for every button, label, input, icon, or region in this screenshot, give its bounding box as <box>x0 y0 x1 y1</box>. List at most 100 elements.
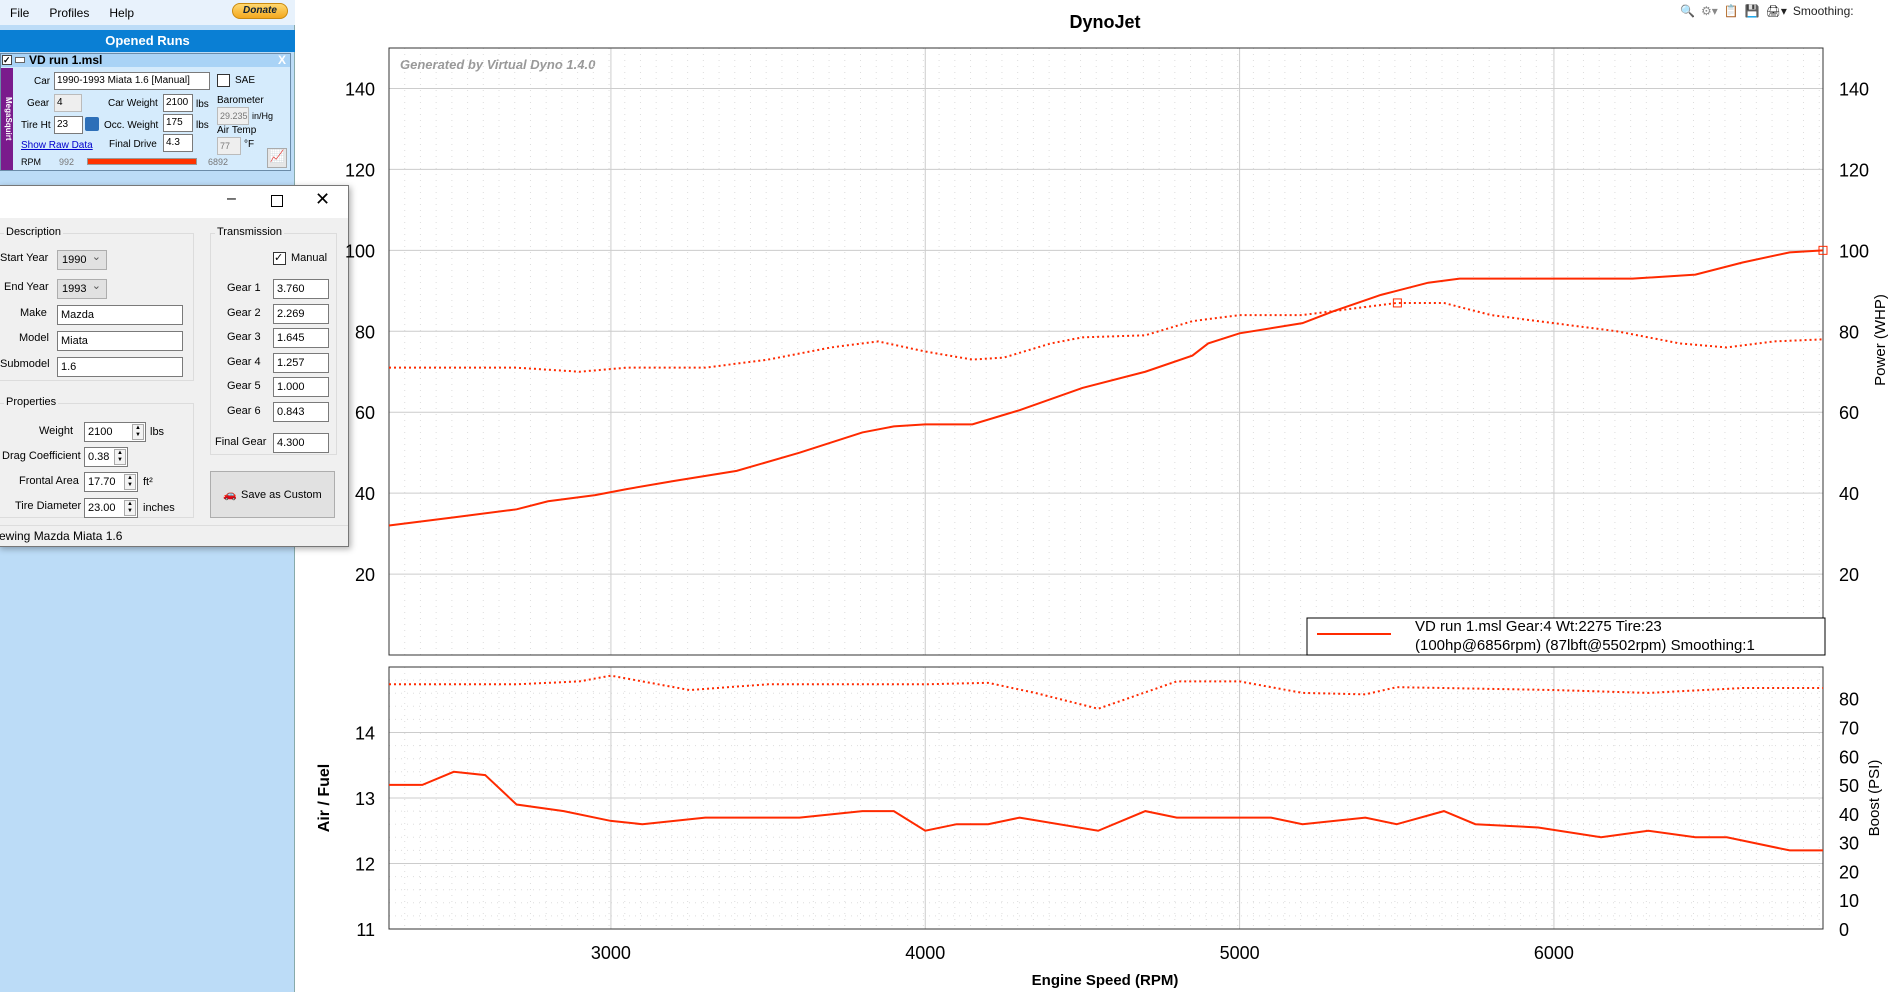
save-icon[interactable]: 💾 <box>1744 4 1760 18</box>
submodel-label: Submodel <box>0 358 50 370</box>
start-year-select[interactable]: 1990 <box>57 248 107 270</box>
print-icon[interactable]: 🖨▾ <box>1765 4 1787 18</box>
maximize-button[interactable] <box>271 195 283 207</box>
legend-box <box>1306 617 1826 656</box>
sae-checkbox[interactable] <box>217 74 230 87</box>
air-temp-label: Air Temp <box>217 125 257 136</box>
spin-icon[interactable]: ▲ ▼ <box>124 500 136 516</box>
car-weight-input[interactable]: 2100 <box>163 94 193 112</box>
power-axis-label: Power (WHP) <box>1872 294 1889 386</box>
right-y-tick-label: 60 <box>1839 403 1859 423</box>
make-input[interactable]: Mazda <box>57 305 183 325</box>
chart-title: DynoJet <box>1069 12 1140 32</box>
rpm-range-slider[interactable] <box>87 158 197 165</box>
boost-tick-label: 40 <box>1839 805 1859 825</box>
right-y-tick-label: 100 <box>1839 241 1869 261</box>
end-year-select[interactable]: 1993 <box>57 277 107 299</box>
paste-icon[interactable]: 📋 <box>1723 4 1739 18</box>
tire-diameter-stepper[interactable]: 23.00 ▲ ▼ <box>84 498 138 518</box>
y-tick-label: 40 <box>355 484 375 504</box>
show-raw-data-link[interactable]: Show Raw Data <box>21 140 93 151</box>
chart-options-icon[interactable]: 📈 <box>267 148 287 168</box>
run-visible-checkbox[interactable]: ✓ <box>2 55 12 65</box>
properties-group: Properties Weight 2100 ▲ ▼ lbs Drag Coeffi… <box>0 396 194 518</box>
close-button[interactable]: ✕ <box>315 189 331 209</box>
y-tick-label: 120 <box>345 160 375 180</box>
spin-icon[interactable]: ▲ ▼ <box>124 474 136 490</box>
spin-icon[interactable]: ▲ ▼ <box>114 449 126 465</box>
air-temp-input[interactable]: 77 <box>217 137 241 155</box>
right-y-tick-label: 80 <box>1839 322 1859 342</box>
x-tick-label: 4000 <box>905 943 945 963</box>
boost-axis-label: Boost (PSI) <box>1866 760 1883 837</box>
run-panel: ✓ VD run 1.msl X MegaSquirt Car 1990-199… <box>0 53 291 171</box>
lbs-unit: lbs <box>196 99 209 110</box>
frontal-unit: ft² <box>143 476 153 488</box>
occ-weight-input[interactable]: 175 <box>163 114 193 132</box>
transmission-title: Transmission <box>215 226 284 238</box>
submodel-input[interactable]: 1.6 <box>57 357 183 377</box>
zoom-out-icon[interactable]: 🔍 <box>1680 4 1695 18</box>
barometer-input[interactable]: 29.235 <box>217 107 249 125</box>
start-year-label: Start Year <box>0 252 49 264</box>
weight-stepper[interactable]: 2100 ▲ ▼ <box>84 422 146 442</box>
megasquirt-tab[interactable]: MegaSquirt <box>1 68 13 170</box>
save-label: Save as Custom <box>241 488 322 501</box>
smoothing-label[interactable]: Smoothing: <box>1792 4 1854 18</box>
tire-calculator-icon[interactable] <box>85 117 99 131</box>
car-select[interactable]: 1990-1993 Miata 1.6 [Manual] <box>54 72 210 90</box>
spin-icon[interactable]: ▲ ▼ <box>132 424 144 440</box>
boost-tick-label: 50 <box>1839 776 1859 796</box>
afr-tick-label: 11 <box>356 920 375 940</box>
run-name: VD run 1.msl <box>29 53 103 67</box>
gear-ratio-input[interactable]: 0.843 <box>273 401 329 422</box>
rpm-min: 992 <box>59 157 75 167</box>
drag-label: Drag Coefficient <box>2 450 81 462</box>
gear-ratio-input[interactable]: 2.269 <box>273 303 329 324</box>
gear-ratio-input[interactable]: 1.645 <box>273 328 329 348</box>
watermark: Generated by Virtual Dyno 1.4.0 <box>400 57 596 72</box>
afr-tick-label: 14 <box>355 724 375 744</box>
gear-ratio-input[interactable]: 1.257 <box>273 352 329 373</box>
rpm-label: RPM <box>21 157 41 167</box>
tire-input[interactable]: 23 <box>54 116 83 134</box>
final-drive-input[interactable]: 4.3 <box>163 134 193 152</box>
legend-line2: (100hp@6856rpm) (87lbft@5502rpm) Smoothi… <box>1415 637 1755 654</box>
tools-icon[interactable]: ⚙▾ <box>1700 4 1718 18</box>
properties-title: Properties <box>4 396 59 408</box>
gear-ratio-input[interactable]: 1.000 <box>273 377 329 397</box>
boost-tick-label: 80 <box>1839 690 1859 710</box>
gear-label: Gear 4 <box>227 355 261 368</box>
description-title: Description <box>4 226 64 238</box>
right-y-tick-label: 120 <box>1839 160 1869 180</box>
boost-tick-label: 0 <box>1839 920 1849 940</box>
minimize-button[interactable]: – <box>227 190 236 207</box>
frontal-stepper[interactable]: 17.70 ▲ ▼ <box>84 472 138 492</box>
y-tick-label: 80 <box>355 322 375 342</box>
status-bar: ewing Mazda Miata 1.6 <box>0 525 348 547</box>
manual-checkbox[interactable]: ✓ <box>273 252 286 265</box>
menu-file[interactable]: File <box>10 5 30 20</box>
peak-marker <box>1818 245 1828 255</box>
weight-label: Weight <box>39 425 74 437</box>
gear-label: Gear <box>27 98 50 109</box>
donate-button[interactable]: Donate <box>232 3 288 19</box>
close-run-button[interactable]: X <box>277 53 286 67</box>
power-plot-frame <box>388 47 1824 656</box>
car-profile-dialog: – ✕ Description Start Year 1990 End Year… <box>0 185 349 547</box>
status-text: ewing Mazda Miata 1.6 <box>0 529 123 543</box>
save-as-custom-button[interactable]: 🚗 Save as Custom <box>210 471 335 518</box>
weight-unit: lbs <box>150 426 165 438</box>
right-y-tick-label: 40 <box>1839 484 1859 504</box>
legend: VD run 1.msl Gear:4 Wt:2275 Tire:23 (100… <box>1306 617 1826 656</box>
menu-profiles[interactable]: Profiles <box>49 5 90 20</box>
boost-line <box>389 674 1823 710</box>
model-input[interactable]: Miata <box>57 331 183 351</box>
menu-help[interactable]: Help <box>109 5 135 20</box>
collapse-icon[interactable] <box>15 57 25 63</box>
final-gear-input[interactable]: 4.300 <box>273 433 329 453</box>
sae-label: SAE <box>235 75 256 86</box>
drag-stepper[interactable]: 0.38 ▲ ▼ <box>84 447 128 467</box>
gear-ratio-input[interactable]: 3.760 <box>273 279 329 299</box>
gear-select[interactable]: 4 <box>54 94 82 112</box>
